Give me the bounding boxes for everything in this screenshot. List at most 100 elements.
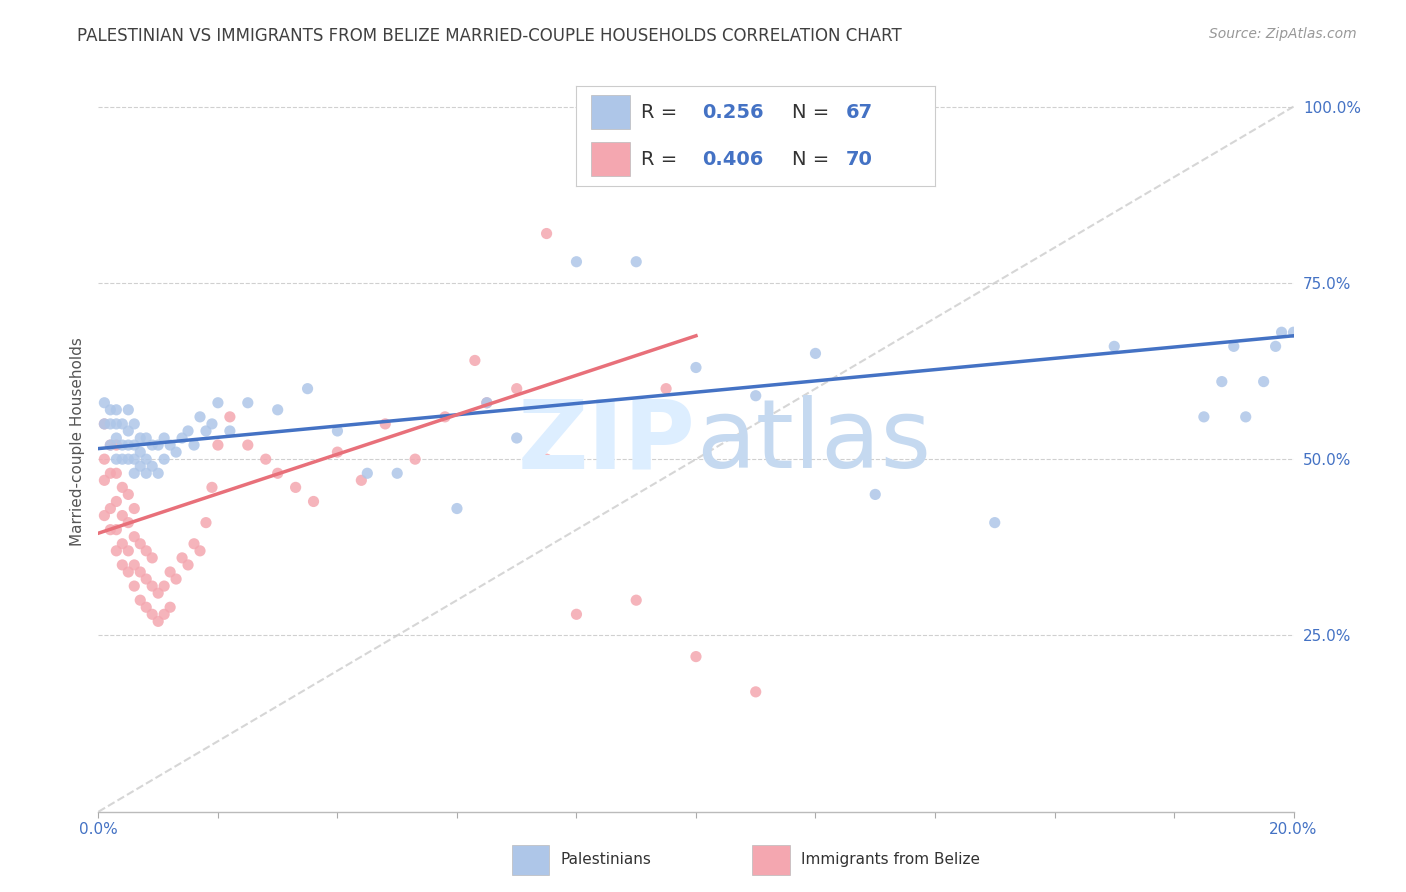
Point <box>141 459 163 474</box>
Point <box>685 360 707 375</box>
Point <box>254 452 277 467</box>
Point <box>105 438 128 452</box>
Point <box>374 417 396 431</box>
Point <box>475 396 498 410</box>
Point <box>219 424 242 438</box>
Point <box>124 501 146 516</box>
Point <box>626 593 648 607</box>
Point <box>135 467 157 481</box>
Point <box>111 438 134 452</box>
Point <box>267 467 290 481</box>
Point <box>350 473 373 487</box>
Point <box>105 523 128 537</box>
Point <box>129 445 152 459</box>
Point <box>188 409 211 424</box>
Point <box>124 530 146 544</box>
Point <box>117 424 139 438</box>
Point <box>183 438 205 452</box>
Point <box>117 544 139 558</box>
Point <box>1264 339 1286 353</box>
Text: Immigrants from Belize: Immigrants from Belize <box>800 853 980 867</box>
Point <box>98 438 122 452</box>
Point <box>219 409 242 424</box>
Point <box>98 402 122 417</box>
Point <box>195 516 218 530</box>
Point <box>195 424 218 438</box>
Point <box>117 438 139 452</box>
Point <box>356 467 378 481</box>
Point <box>111 508 134 523</box>
Point <box>129 537 152 551</box>
Point <box>326 445 349 459</box>
Text: ZIP: ZIP <box>517 395 696 488</box>
Point <box>124 558 146 572</box>
Point <box>1282 325 1305 339</box>
Point <box>183 537 205 551</box>
Point <box>153 579 176 593</box>
Point <box>117 452 139 467</box>
Point <box>236 396 259 410</box>
Point <box>172 431 194 445</box>
Point <box>302 494 325 508</box>
Point <box>1104 339 1126 353</box>
Point <box>804 346 827 360</box>
Text: PALESTINIAN VS IMMIGRANTS FROM BELIZE MARRIED-COUPLE HOUSEHOLDS CORRELATION CHAR: PALESTINIAN VS IMMIGRANTS FROM BELIZE MA… <box>77 27 903 45</box>
Point <box>1234 409 1257 424</box>
Point <box>98 467 122 481</box>
Point <box>1271 325 1294 339</box>
Point <box>93 396 115 410</box>
Point <box>135 600 157 615</box>
Point <box>111 417 134 431</box>
Point <box>984 516 1007 530</box>
Point <box>124 452 146 467</box>
Point <box>1192 409 1215 424</box>
Point <box>148 438 170 452</box>
Point <box>207 438 229 452</box>
Point <box>135 452 157 467</box>
Point <box>536 452 558 467</box>
Point <box>105 467 128 481</box>
Point <box>153 452 176 467</box>
Point <box>111 452 134 467</box>
Point <box>111 480 134 494</box>
Point <box>135 544 157 558</box>
Point <box>165 445 187 459</box>
Point <box>297 382 319 396</box>
Point <box>129 431 152 445</box>
Point <box>141 438 163 452</box>
Point <box>159 600 181 615</box>
Point <box>124 438 146 452</box>
Point <box>326 424 349 438</box>
Point <box>93 417 115 431</box>
Point <box>865 487 887 501</box>
Point <box>1211 375 1233 389</box>
Point <box>745 685 768 699</box>
Point <box>201 417 224 431</box>
Point <box>153 607 176 622</box>
Point <box>93 473 115 487</box>
Point <box>105 402 128 417</box>
Point <box>284 480 307 494</box>
Point <box>745 389 768 403</box>
Point <box>111 537 134 551</box>
Point <box>117 516 139 530</box>
Point <box>105 494 128 508</box>
Point <box>105 431 128 445</box>
FancyBboxPatch shape <box>752 845 790 875</box>
Point <box>141 579 163 593</box>
Point <box>385 467 409 481</box>
Point <box>404 452 426 467</box>
Point <box>464 353 486 368</box>
Point <box>1253 375 1275 389</box>
Y-axis label: Married-couple Households: Married-couple Households <box>69 337 84 546</box>
Point <box>626 254 648 268</box>
Point <box>475 396 498 410</box>
Point <box>93 508 115 523</box>
Point <box>506 431 529 445</box>
Point <box>129 565 152 579</box>
Point <box>177 558 200 572</box>
Point <box>111 558 134 572</box>
Point <box>124 417 146 431</box>
Point <box>201 480 224 494</box>
Point <box>159 565 181 579</box>
